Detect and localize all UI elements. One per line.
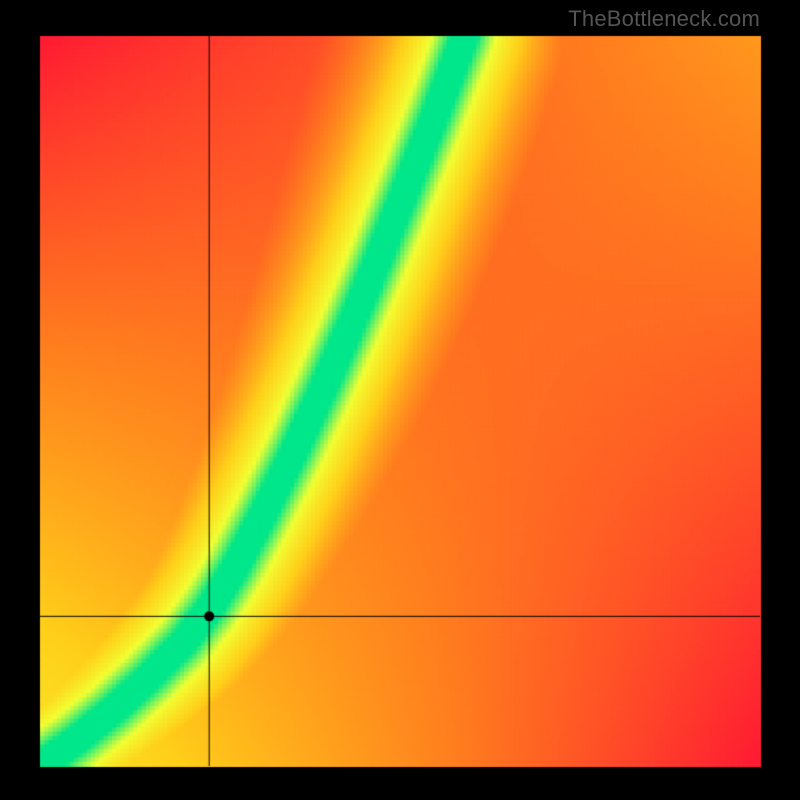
chart-container: { "watermark": { "text": "TheBottleneck.… (0, 0, 800, 800)
watermark-text: TheBottleneck.com (568, 6, 760, 32)
bottleneck-heatmap (0, 0, 800, 800)
